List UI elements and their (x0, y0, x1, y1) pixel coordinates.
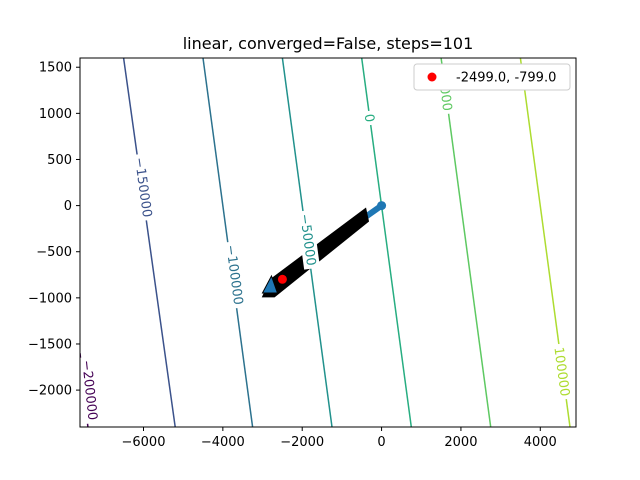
contour-line (440, 58, 492, 427)
x-tick-label: 2000 (444, 435, 477, 450)
x-tick-label: −4000 (201, 435, 245, 450)
y-tick-label: −500 (36, 245, 72, 260)
contour-label: −200000 (78, 356, 102, 425)
legend-marker-icon (427, 72, 437, 82)
contour-label-gap (78, 356, 102, 425)
y-tick-label: 1000 (39, 107, 72, 122)
trajectory-start-marker (377, 201, 387, 211)
contour-line (122, 58, 176, 427)
x-axis: −6000 −4000 −2000 0 2000 4000 (121, 427, 557, 450)
contour-label-text: 0 (361, 113, 377, 123)
contour-label-text: −50000 (296, 213, 318, 267)
legend-entry-label: -2499.0, -799.0 (456, 71, 556, 86)
legend: -2499.0, -799.0 (413, 63, 571, 91)
contour-label-gap (296, 209, 321, 270)
y-tick-label: 0 (64, 199, 72, 214)
x-tick-label: 0 (377, 435, 385, 450)
contour-label-text: 100000 (550, 346, 572, 397)
y-tick-label: −2000 (28, 384, 72, 399)
trajectory-arrowhead (261, 274, 279, 294)
contour-label: 100000 (550, 342, 574, 401)
y-tick-label: −1000 (28, 291, 72, 306)
y-tick-label: 500 (47, 153, 72, 168)
y-tick-label: 1500 (39, 61, 72, 76)
plot-frame (79, 57, 577, 428)
contour-label-gap (550, 342, 574, 401)
x-tick-label: −6000 (121, 435, 165, 450)
legend-box (413, 63, 571, 91)
x-tick-label: 4000 (524, 435, 557, 450)
chart-title: linear, converged=False, steps=101 (183, 34, 474, 53)
contour-label-text: −200000 (78, 359, 99, 421)
contour-label: 0 (360, 109, 379, 127)
current-point-marker (277, 274, 287, 284)
x-tick-label: −2000 (280, 435, 324, 450)
y-axis: 1500 1000 500 0 −500 −1000 −1500 −2000 (28, 61, 80, 399)
contour-label-gap (360, 109, 379, 127)
contour-label-gap (130, 153, 157, 222)
y-tick-label: −1500 (28, 337, 72, 352)
contour-label-gap (222, 240, 248, 309)
contour-labels: −200000−150000−100000−50000050000100000 (78, 65, 574, 425)
contour-label: −50000 (296, 209, 321, 270)
